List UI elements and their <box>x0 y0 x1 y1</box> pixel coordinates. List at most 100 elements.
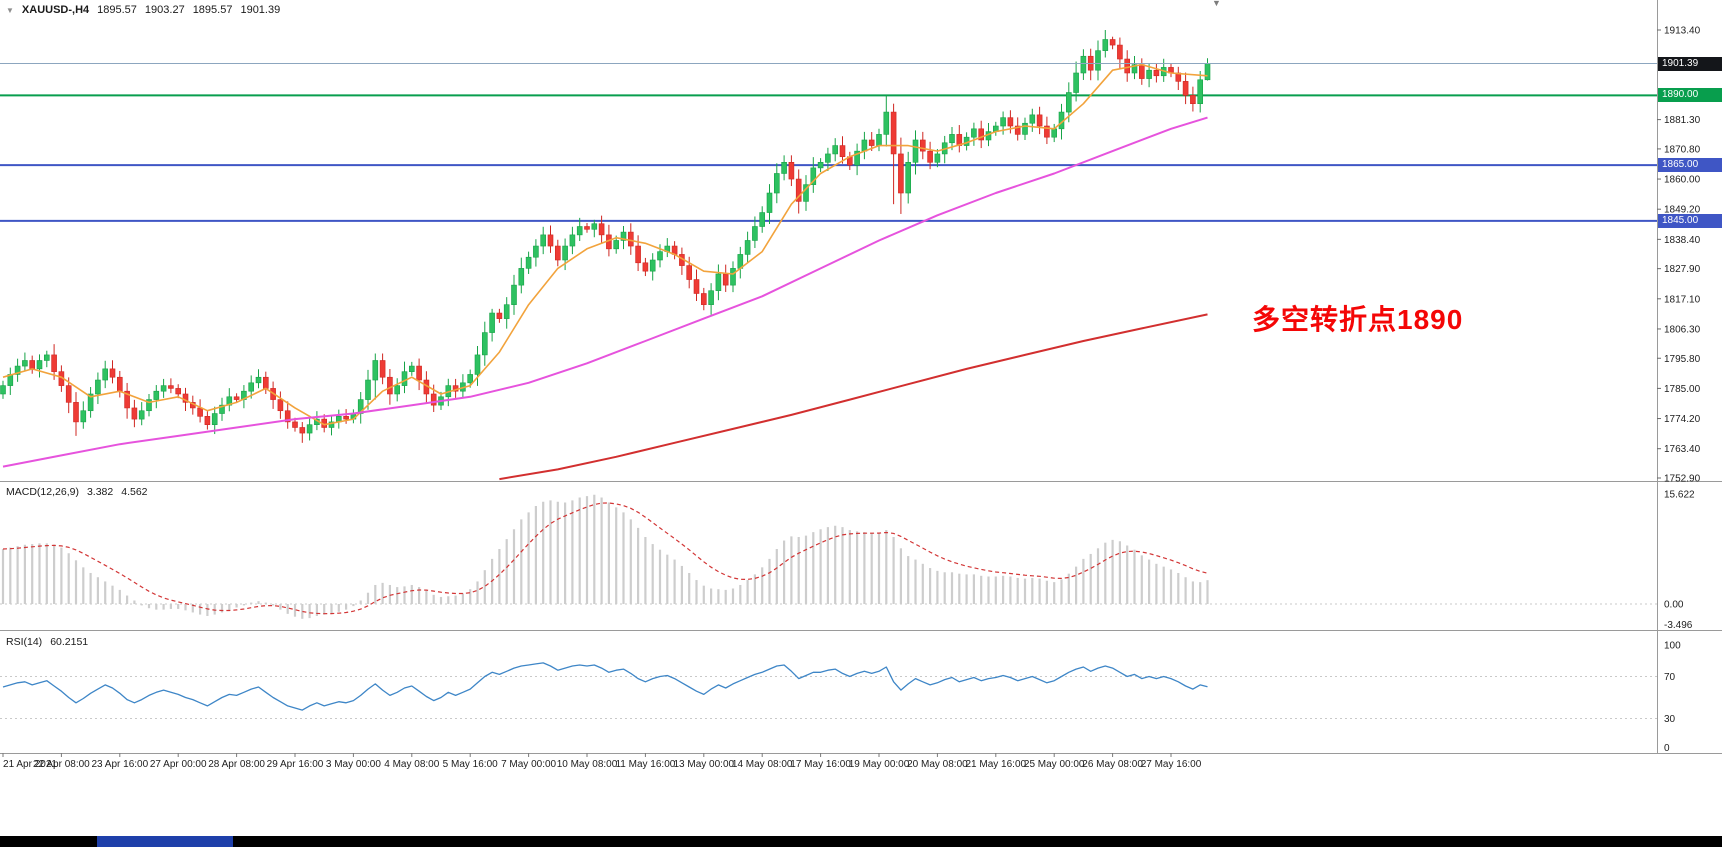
candle-body <box>277 399 284 412</box>
candle-body <box>387 376 393 395</box>
candle-body <box>248 382 254 392</box>
price-axis[interactable]: 1913.40 1881.30 1870.80 1860.00 1849.20 1838.… <box>1657 26 1701 485</box>
candle-body <box>525 256 532 269</box>
candle-body <box>131 407 138 420</box>
macd-panel[interactable]: 15.622 0.00 -3.496 <box>0 489 1695 631</box>
candle-body <box>36 360 43 370</box>
rsi-panel[interactable]: 100 70 30 0 <box>0 641 1681 755</box>
candle-body <box>744 240 751 255</box>
candle-body <box>124 390 130 409</box>
candle-body <box>1153 69 1160 77</box>
candle-body <box>912 139 919 163</box>
candle-body <box>430 393 437 406</box>
ma-slow-red <box>499 313 1208 481</box>
candle-body <box>1044 125 1050 138</box>
candle-body <box>686 265 693 280</box>
candle-body <box>357 399 364 414</box>
candle-body <box>788 162 795 180</box>
candle-body <box>1014 125 1021 135</box>
candle-body <box>890 111 897 155</box>
price-tick-label: 1817.10 <box>1664 294 1701 305</box>
horizontal-lines-layer[interactable] <box>0 94 1657 222</box>
candle-body <box>598 223 605 236</box>
ma-mid-magenta <box>2 116 1208 468</box>
candle-body <box>562 245 568 261</box>
candle-body <box>620 231 627 241</box>
candle-body <box>365 379 371 400</box>
candle-body <box>168 385 174 389</box>
price-tick-label: 1860.00 <box>1664 175 1701 186</box>
candle-body <box>372 360 379 381</box>
candles-layer[interactable] <box>0 30 1211 443</box>
candle-body <box>868 139 875 146</box>
ohlc-open: 1895.57 <box>97 4 137 16</box>
candle-body <box>474 354 481 375</box>
macd-axis-label: 0.00 <box>1664 600 1684 611</box>
candle-body <box>379 360 386 378</box>
time-axis-label: 13 May 00:00 <box>673 759 734 770</box>
time-axis-label: 27 May 16:00 <box>1141 759 1202 770</box>
candle-body <box>1080 55 1087 74</box>
time-axis-label: 7 May 00:00 <box>501 759 556 770</box>
time-axis-label: 25 May 00:00 <box>1024 759 1085 770</box>
candle-body <box>299 427 306 434</box>
candle-body <box>715 273 722 292</box>
candle-body <box>795 178 802 202</box>
candle-body <box>949 134 955 144</box>
price-tick-label: 1795.80 <box>1664 354 1701 365</box>
candle-body <box>306 424 313 434</box>
time-axis-label: 11 May 16:00 <box>615 759 675 770</box>
candle-body <box>73 402 79 423</box>
chart-shift-marker-icon[interactable]: ▼ <box>1212 0 1221 8</box>
candle-body <box>204 416 211 425</box>
candle-body <box>22 360 28 367</box>
candle-body <box>138 410 145 420</box>
macd-value-main: 3.382 <box>86 486 114 498</box>
price-tick-label: 1827.90 <box>1664 264 1701 275</box>
rsi-value: 60.2151 <box>50 636 89 648</box>
candle-body <box>1029 114 1036 124</box>
candle-body <box>540 234 547 247</box>
time-axis-label: 5 May 16:00 <box>443 759 498 770</box>
price-badge-1865.00: 1865.00 <box>1658 158 1722 173</box>
candle-body <box>730 268 736 286</box>
ohlc-close: 1901.39 <box>240 4 281 16</box>
candle-body <box>693 279 700 294</box>
taskbar-active-segment[interactable] <box>97 836 233 847</box>
price-badge-1890.00: 1890.00 <box>1658 88 1722 103</box>
candle-body <box>211 413 218 425</box>
chart-annotation-text[interactable]: 多空转折点1890 <box>1252 304 1464 335</box>
candle-body <box>773 173 780 194</box>
candle-body <box>175 388 181 395</box>
candle-body <box>657 251 663 261</box>
candle-body <box>102 368 108 381</box>
time-axis-label: 26 May 08:00 <box>1082 759 1143 770</box>
ohlc-low: 1895.57 <box>192 4 233 16</box>
time-axis-label: 20 May 08:00 <box>907 759 968 770</box>
macd-value-signal: 4.562 <box>121 486 148 498</box>
candle-body <box>635 245 641 264</box>
rsi-axis-label: 0 <box>1664 743 1670 754</box>
ohlc-high: 1903.27 <box>144 4 185 16</box>
rsi-axis-label: 70 <box>1664 672 1676 683</box>
price-badge-1901.39: 1901.39 <box>1658 56 1722 71</box>
candle-body <box>919 139 926 152</box>
candle-body <box>876 134 882 146</box>
candle-body <box>80 410 87 423</box>
candle-body <box>0 385 6 395</box>
candle-body <box>496 312 503 319</box>
time-axis-label: 19 May 00:00 <box>849 759 910 770</box>
candle-body <box>810 167 817 185</box>
candle-body <box>576 226 583 236</box>
one-click-trading-collapse-icon[interactable]: ▼ <box>6 5 14 15</box>
candle-body <box>1073 72 1079 93</box>
candle-body <box>854 150 860 166</box>
candle-body <box>861 139 868 152</box>
candle-body <box>182 393 189 403</box>
symbol-timeframe-label: XAUUSD-,H4 <box>21 4 90 16</box>
candle-body <box>87 393 94 412</box>
candle-body <box>503 304 510 319</box>
